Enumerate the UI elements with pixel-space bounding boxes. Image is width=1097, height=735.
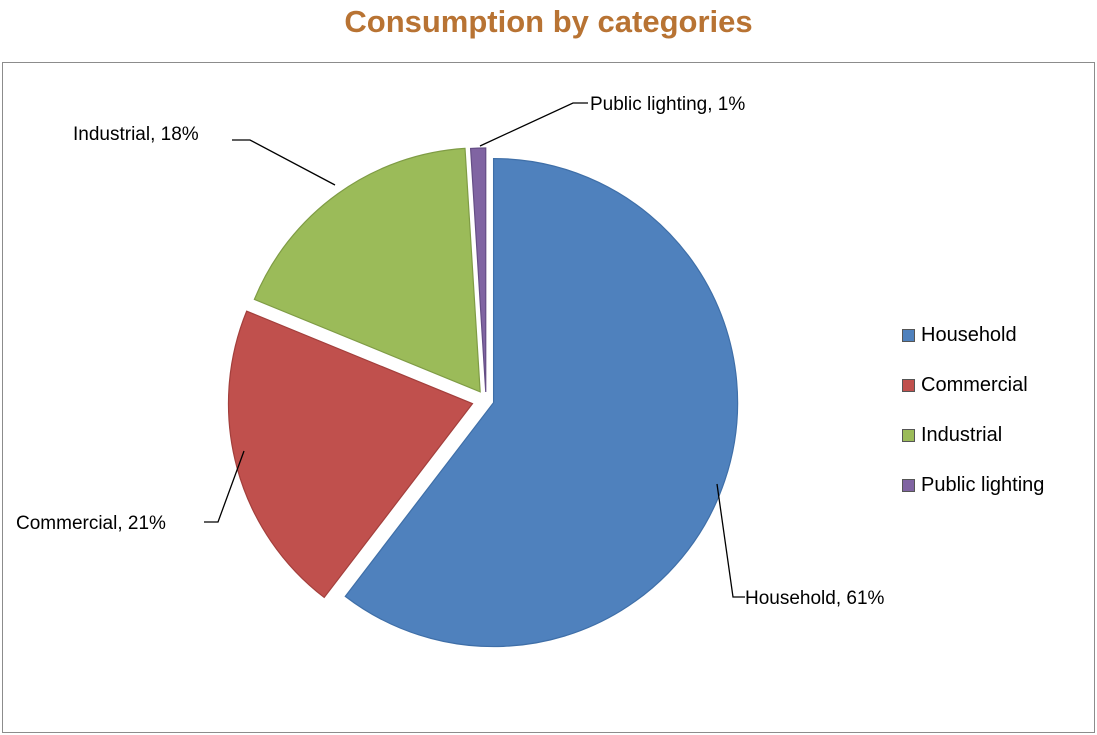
chart-title: Consumption by categories — [344, 4, 753, 39]
data-label-commercial: Commercial, 21% — [16, 513, 166, 534]
legend-swatch-industrial — [902, 428, 915, 442]
data-label-industrial: Industrial, 18% — [73, 124, 199, 145]
leader-line-household — [716, 483, 745, 598]
leader-line-industrial — [232, 139, 336, 186]
pie-slice-public-lighting — [469, 147, 487, 393]
legend-swatch-commercial — [902, 378, 915, 392]
pie-slice-commercial — [227, 310, 474, 599]
data-label-public-lighting: Public lighting, 1% — [590, 94, 745, 115]
legend-item-public-lighting: Public lighting — [902, 460, 1044, 510]
legend-item-household: Household — [902, 310, 1044, 360]
leader-line-commercial — [204, 450, 245, 523]
legend-label-industrial: Industrial — [921, 423, 1003, 446]
legend-label-household: Household — [921, 323, 1017, 346]
legend-label-public-lighting: Public lighting — [921, 473, 1045, 496]
legend: Household Commercial Industrial Public ligh… — [902, 310, 1044, 510]
data-label-household: Household, 61% — [745, 588, 885, 609]
legend-label-commercial: Commercial — [921, 373, 1028, 396]
pie-slice-household — [344, 157, 739, 648]
pie-slice-industrial — [253, 147, 481, 393]
legend-item-industrial: Industrial — [902, 410, 1044, 460]
legend-swatch-public-lighting — [902, 478, 915, 492]
legend-swatch-household — [902, 328, 915, 342]
legend-item-commercial: Commercial — [902, 360, 1044, 410]
leader-line-public-lighting — [479, 102, 588, 147]
